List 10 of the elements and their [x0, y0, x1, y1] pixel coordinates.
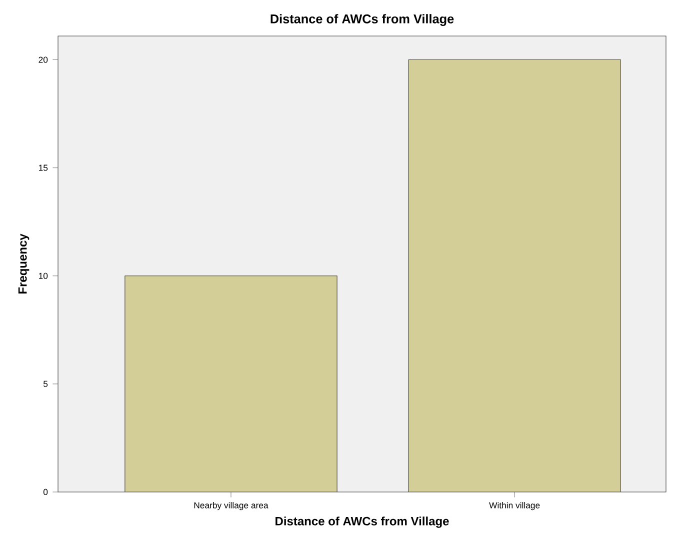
x-tick-label: Within village	[489, 502, 540, 510]
y-axis-title: Frequency	[18, 234, 30, 294]
y-tick-label: 10	[38, 272, 48, 279]
y-tick-label: 15	[38, 164, 48, 171]
chart-title: Distance of AWCs from Village	[270, 14, 454, 26]
y-tick-label: 0	[43, 488, 48, 496]
y-tick-label: 5	[44, 380, 48, 387]
x-tick-label: Nearby village area	[194, 502, 268, 510]
y-tick-label: 20	[38, 56, 48, 63]
x-axis-title: Distance of AWCs from Village	[276, 516, 449, 528]
